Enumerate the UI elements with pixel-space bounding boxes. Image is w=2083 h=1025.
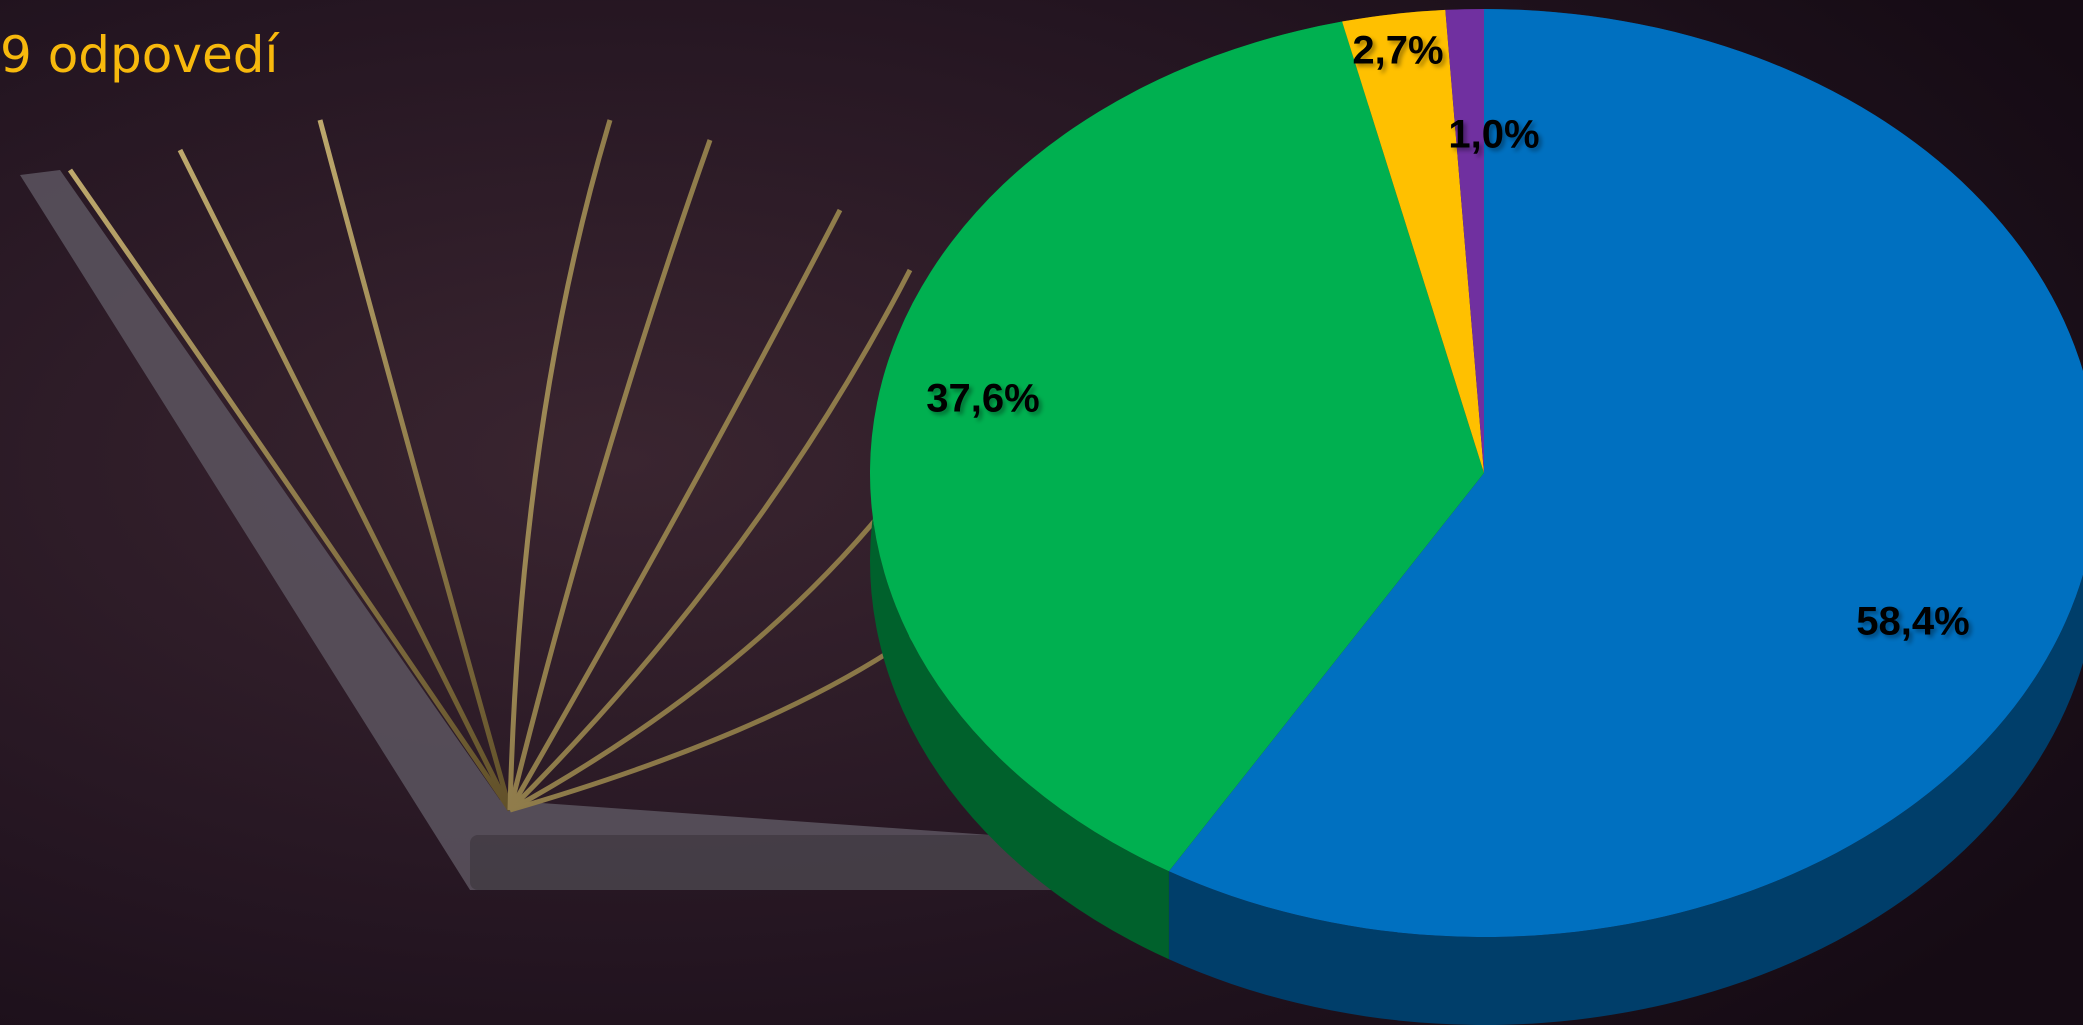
- pie-slice: [1445, 9, 1484, 473]
- pie: 58,4% 37,6% 2,7%1,0%: [869, 9, 2083, 1025]
- slice-side: [1168, 9, 2083, 1025]
- data-label: 1,0%: [1448, 113, 1539, 157]
- data-label: 2,7%: [1352, 29, 1443, 73]
- pie-slice: [1342, 9, 1484, 474]
- data-label: 58,4%: [1856, 600, 1969, 644]
- data-label: 37,6%: [926, 377, 1039, 421]
- chart-title: 9 odpovedí: [0, 26, 280, 84]
- pie-slice: [1168, 9, 2083, 937]
- pie-slice: [869, 21, 1484, 872]
